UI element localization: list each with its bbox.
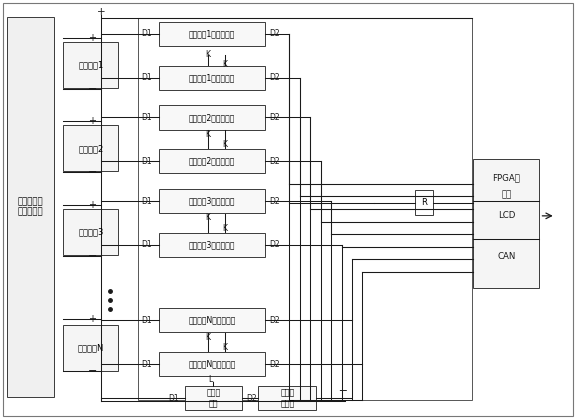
Text: 铁锂电池3: 铁锂电池3 xyxy=(78,227,103,237)
Bar xyxy=(159,233,265,257)
Text: D1: D1 xyxy=(142,196,152,206)
Text: +: + xyxy=(88,33,96,43)
Text: −: − xyxy=(88,167,97,177)
Text: D2: D2 xyxy=(269,359,279,369)
Text: 铁锂电池2第二接触器: 铁锂电池2第二接触器 xyxy=(189,157,235,166)
Text: 铁锂电池2第一接触器: 铁锂电池2第一接触器 xyxy=(189,113,235,122)
Text: K: K xyxy=(205,333,210,342)
Bar xyxy=(159,352,265,376)
Text: D2: D2 xyxy=(269,73,279,82)
Text: +: + xyxy=(88,116,96,126)
Text: 铁锂电池1第一接触器: 铁锂电池1第一接触器 xyxy=(189,29,235,38)
Text: D1: D1 xyxy=(142,316,152,325)
Bar xyxy=(159,149,265,173)
Text: ─: ─ xyxy=(339,385,346,395)
Text: LCD: LCD xyxy=(497,212,515,220)
Bar xyxy=(415,190,433,215)
Bar xyxy=(63,209,118,255)
Text: 铁锂电池N第二接触器: 铁锂电池N第二接触器 xyxy=(188,359,236,369)
Text: K: K xyxy=(223,343,227,352)
Text: D2: D2 xyxy=(269,316,279,325)
Bar xyxy=(138,18,472,400)
Bar xyxy=(63,42,118,88)
Text: K: K xyxy=(205,214,210,222)
Text: 铁锂电池3第二接触器: 铁锂电池3第二接触器 xyxy=(189,240,235,250)
Text: CAN: CAN xyxy=(497,252,515,260)
Text: D2: D2 xyxy=(269,29,279,38)
Text: D1: D1 xyxy=(142,29,152,38)
Bar xyxy=(63,125,118,171)
Text: R: R xyxy=(421,198,427,207)
Text: 铁锂电池3第一接触器: 铁锂电池3第一接触器 xyxy=(189,196,235,206)
Text: D1: D1 xyxy=(142,73,152,82)
Text: D1: D1 xyxy=(142,240,152,250)
Text: L: L xyxy=(208,375,213,384)
Text: D1: D1 xyxy=(142,359,152,369)
Bar xyxy=(258,386,316,410)
Text: 铁锂电池电
压检测模块: 铁锂电池电 压检测模块 xyxy=(18,197,43,217)
Text: −: − xyxy=(88,366,97,376)
Bar xyxy=(159,66,265,90)
Text: 直流接
触器: 直流接 触器 xyxy=(207,389,220,408)
Bar xyxy=(159,189,265,213)
Text: D2: D2 xyxy=(269,240,279,250)
Text: K: K xyxy=(205,51,210,59)
Bar xyxy=(159,105,265,130)
Text: K: K xyxy=(205,130,210,139)
Text: K: K xyxy=(223,61,227,69)
Text: D2: D2 xyxy=(246,394,256,403)
Text: D2: D2 xyxy=(269,196,279,206)
Text: K: K xyxy=(223,140,227,149)
Text: 铁锂电池N: 铁锂电池N xyxy=(78,344,104,353)
Text: 铁锂电池N第一接触器: 铁锂电池N第一接触器 xyxy=(188,316,236,325)
Bar xyxy=(159,22,265,46)
Text: 铁锂电池1: 铁锂电池1 xyxy=(78,60,103,69)
Text: +: + xyxy=(88,200,96,210)
Text: D1: D1 xyxy=(142,157,152,166)
Bar xyxy=(63,325,118,371)
Bar xyxy=(7,17,54,397)
Text: D2: D2 xyxy=(269,113,279,122)
Text: D1: D1 xyxy=(168,394,179,403)
Text: K: K xyxy=(223,224,227,232)
Bar xyxy=(185,386,242,410)
Text: FPGA控: FPGA控 xyxy=(492,173,520,182)
Text: −: − xyxy=(88,84,97,94)
Text: D1: D1 xyxy=(142,113,152,122)
Text: 铁锂电池2: 铁锂电池2 xyxy=(78,144,103,153)
Text: +: + xyxy=(97,7,105,17)
Text: D2: D2 xyxy=(269,157,279,166)
Text: 自恢复
保险丝: 自恢复 保险丝 xyxy=(280,389,294,408)
Text: 铁锂电池1第二接触器: 铁锂电池1第二接触器 xyxy=(189,73,235,82)
Bar xyxy=(159,308,265,332)
Bar xyxy=(473,159,539,288)
Text: +: + xyxy=(88,314,96,324)
Text: −: − xyxy=(88,251,97,261)
Text: 制器: 制器 xyxy=(501,190,511,199)
